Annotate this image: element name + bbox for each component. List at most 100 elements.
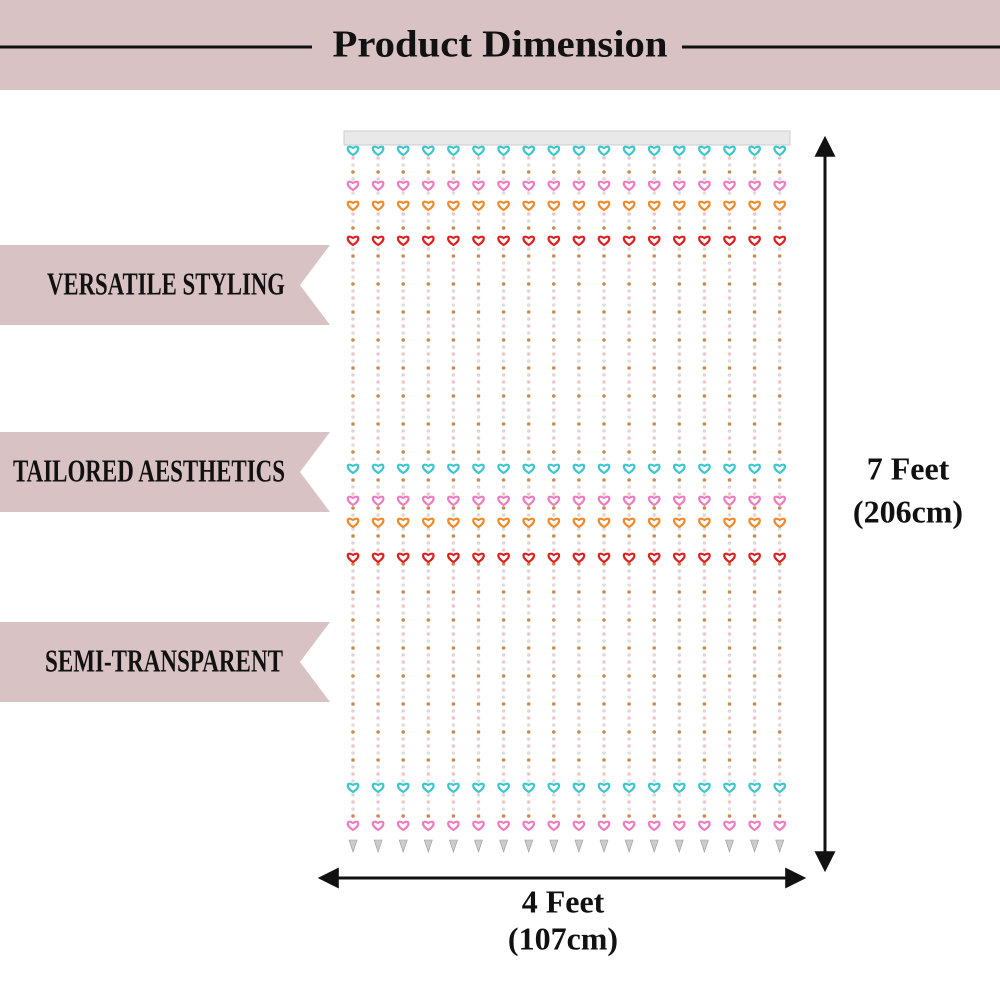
bead <box>351 303 355 307</box>
bead <box>577 751 581 755</box>
heart-bead <box>472 820 485 832</box>
bead <box>351 590 355 594</box>
bead <box>501 415 506 419</box>
bead <box>351 583 355 587</box>
bead <box>627 730 631 734</box>
bead <box>602 765 606 769</box>
bead <box>577 226 581 230</box>
bead <box>602 282 606 286</box>
bead <box>526 667 531 671</box>
bead <box>476 681 481 685</box>
bead <box>677 408 682 412</box>
bead <box>702 394 707 398</box>
bead <box>501 807 506 811</box>
bead <box>401 296 406 300</box>
heart-bead <box>647 820 661 832</box>
bead <box>376 730 380 734</box>
bead <box>702 380 707 384</box>
bead <box>752 254 757 258</box>
bead <box>552 324 556 328</box>
bead <box>426 373 431 377</box>
bead <box>526 688 531 692</box>
bead <box>426 296 431 300</box>
bead <box>526 632 531 636</box>
bead <box>727 793 732 797</box>
bead <box>652 443 656 447</box>
bead <box>677 303 682 307</box>
bead <box>476 534 481 538</box>
bead <box>476 366 481 370</box>
bead <box>652 597 656 601</box>
bead <box>351 338 355 342</box>
bead <box>702 702 707 706</box>
bead <box>501 373 506 377</box>
bead <box>777 709 782 713</box>
bead <box>526 576 531 580</box>
bead <box>727 751 732 755</box>
bead <box>476 156 481 160</box>
bead <box>602 163 606 167</box>
bead <box>552 359 556 363</box>
bead <box>677 394 682 398</box>
bead <box>552 170 556 174</box>
bead <box>526 373 531 377</box>
heart-bead <box>472 145 485 157</box>
bead <box>526 660 531 664</box>
heart-bead <box>447 495 460 507</box>
bead <box>702 387 707 391</box>
bead <box>451 492 456 496</box>
bead <box>777 296 782 300</box>
bead <box>677 765 682 769</box>
bead <box>351 814 355 818</box>
bead <box>376 667 380 671</box>
bead <box>552 338 556 342</box>
bead <box>401 478 406 482</box>
bead <box>401 436 406 440</box>
bead <box>702 310 707 314</box>
bead <box>752 275 757 279</box>
bead <box>727 611 732 615</box>
bead <box>552 772 556 776</box>
heart-bead <box>572 495 586 507</box>
bead <box>476 212 481 216</box>
bead <box>351 345 355 349</box>
bead <box>752 632 757 636</box>
bead <box>777 345 782 349</box>
bead <box>376 359 380 363</box>
bead <box>401 310 406 314</box>
bead <box>526 177 531 181</box>
bead <box>752 527 757 531</box>
bead <box>451 485 456 489</box>
height-metric: (206cm) <box>853 493 963 529</box>
bead <box>777 513 782 517</box>
bead <box>451 268 456 272</box>
bead <box>426 457 431 461</box>
bead <box>351 730 355 734</box>
bead <box>552 709 556 713</box>
bead <box>476 611 481 615</box>
bead <box>501 457 506 461</box>
bead <box>376 387 380 391</box>
bead <box>401 513 406 517</box>
bead <box>476 667 481 671</box>
bead <box>752 723 757 727</box>
bead <box>777 583 782 587</box>
bead <box>401 618 406 622</box>
heart-bead <box>396 782 410 794</box>
heart-bead <box>522 495 536 507</box>
bead <box>602 660 606 664</box>
bead <box>652 212 656 216</box>
bead <box>752 429 757 433</box>
bead <box>752 387 757 391</box>
bead <box>777 611 782 615</box>
bead <box>451 772 456 776</box>
bead <box>677 576 682 580</box>
bead <box>451 674 456 678</box>
bead <box>577 779 581 783</box>
bead <box>752 177 757 181</box>
bead <box>777 548 782 552</box>
bead <box>627 492 631 496</box>
bead <box>677 401 682 405</box>
bead <box>501 401 506 405</box>
bead <box>426 310 431 314</box>
